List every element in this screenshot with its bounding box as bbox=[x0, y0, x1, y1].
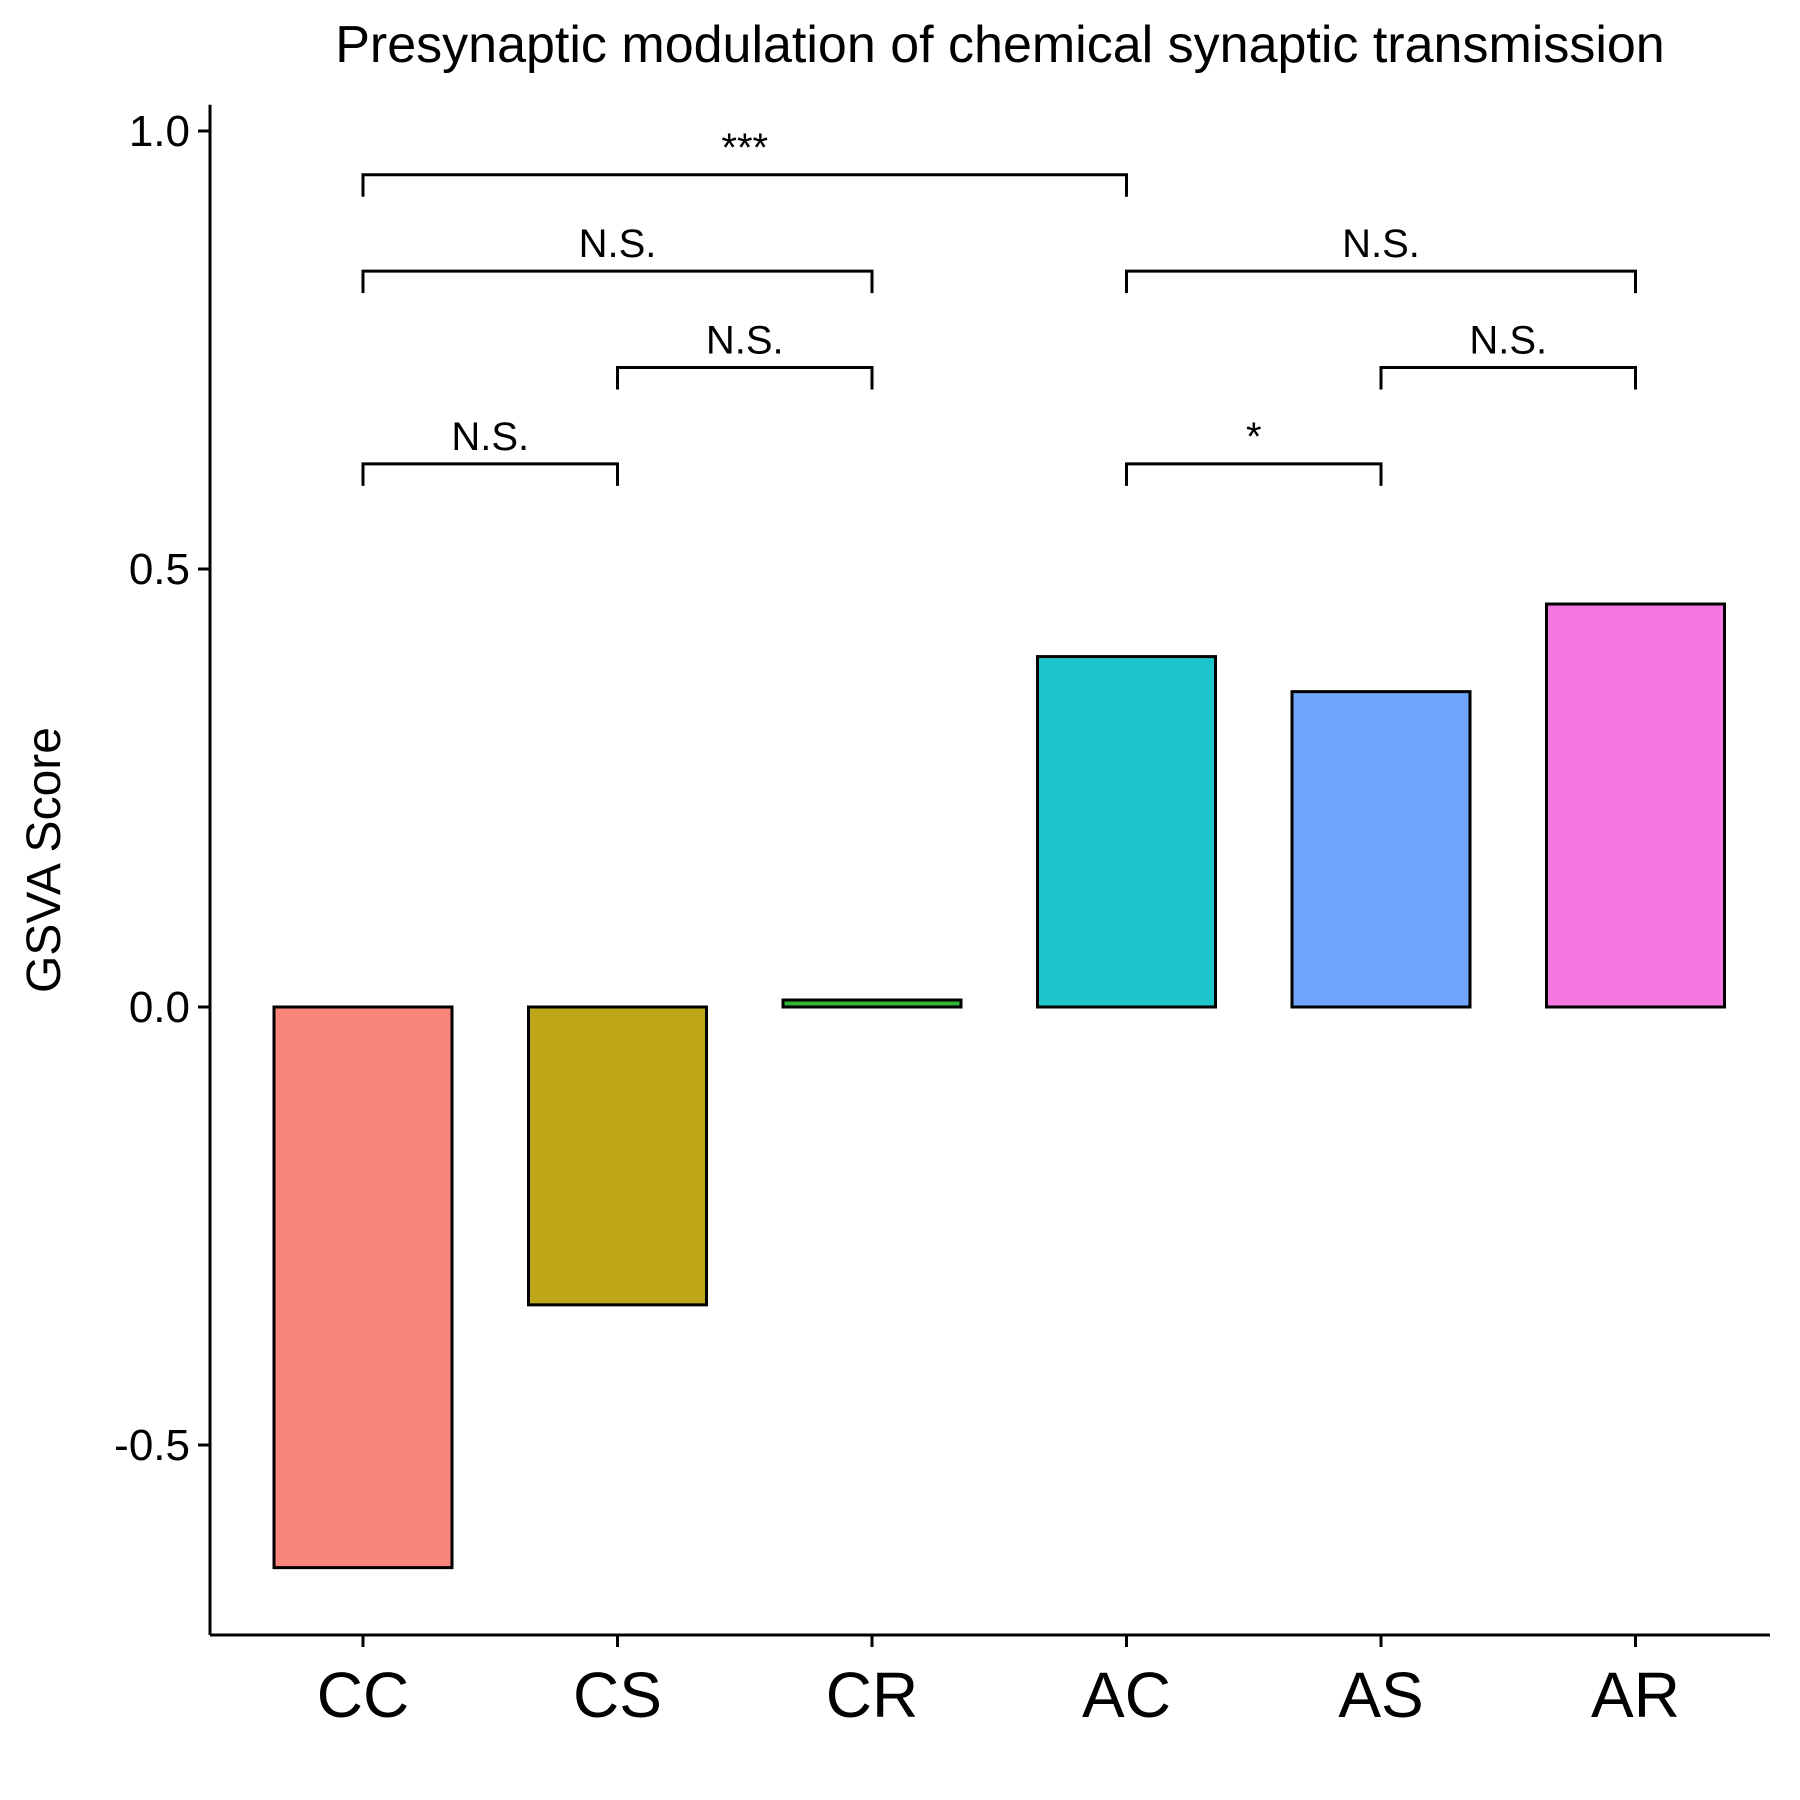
significance-bracket bbox=[1125, 269, 1637, 294]
significance-label: * bbox=[1246, 415, 1262, 459]
significance-bracket bbox=[1379, 366, 1637, 390]
x-tick-label: CC bbox=[317, 1659, 409, 1731]
significance-bracket bbox=[361, 173, 1128, 197]
significance-label: *** bbox=[721, 126, 768, 170]
bar-cr bbox=[781, 998, 963, 1009]
significance-bracket bbox=[361, 462, 619, 486]
bar-ac bbox=[1036, 655, 1217, 1009]
significance-label: N.S. bbox=[1342, 222, 1420, 266]
bar-ar bbox=[1545, 602, 1726, 1009]
chart-title: Presynaptic modulation of chemical synap… bbox=[335, 16, 1664, 74]
plot-area: -0.5 0.0 0.5 1.0 CC CS CR AC AS AR *** N.S. N.S. N.S.… bbox=[114, 104, 1770, 1731]
y-tick-label: 0.5 bbox=[129, 545, 190, 594]
y-tick-label: 1.0 bbox=[129, 107, 190, 156]
x-tick-label: AC bbox=[1082, 1659, 1171, 1731]
significance-label: N.S. bbox=[1469, 319, 1547, 363]
bar-cs bbox=[527, 1005, 708, 1307]
x-tick-label: AS bbox=[1338, 1659, 1423, 1731]
significance-label: N.S. bbox=[451, 415, 529, 459]
bar-cc bbox=[272, 1005, 454, 1570]
bar-as bbox=[1290, 690, 1472, 1009]
significance-label: N.S. bbox=[579, 222, 657, 266]
x-tick-label: CR bbox=[826, 1659, 918, 1731]
significance-label: N.S. bbox=[706, 319, 784, 363]
x-tick-label: AR bbox=[1591, 1659, 1680, 1731]
y-axis-title: GSVA Score bbox=[18, 727, 71, 993]
y-tick-label: -0.5 bbox=[114, 1421, 190, 1470]
x-tick-label: CS bbox=[573, 1659, 662, 1731]
significance-bracket bbox=[616, 366, 874, 390]
y-tick-label: 0.0 bbox=[129, 983, 190, 1032]
significance-bracket bbox=[361, 269, 874, 294]
significance-bracket bbox=[1125, 462, 1383, 486]
